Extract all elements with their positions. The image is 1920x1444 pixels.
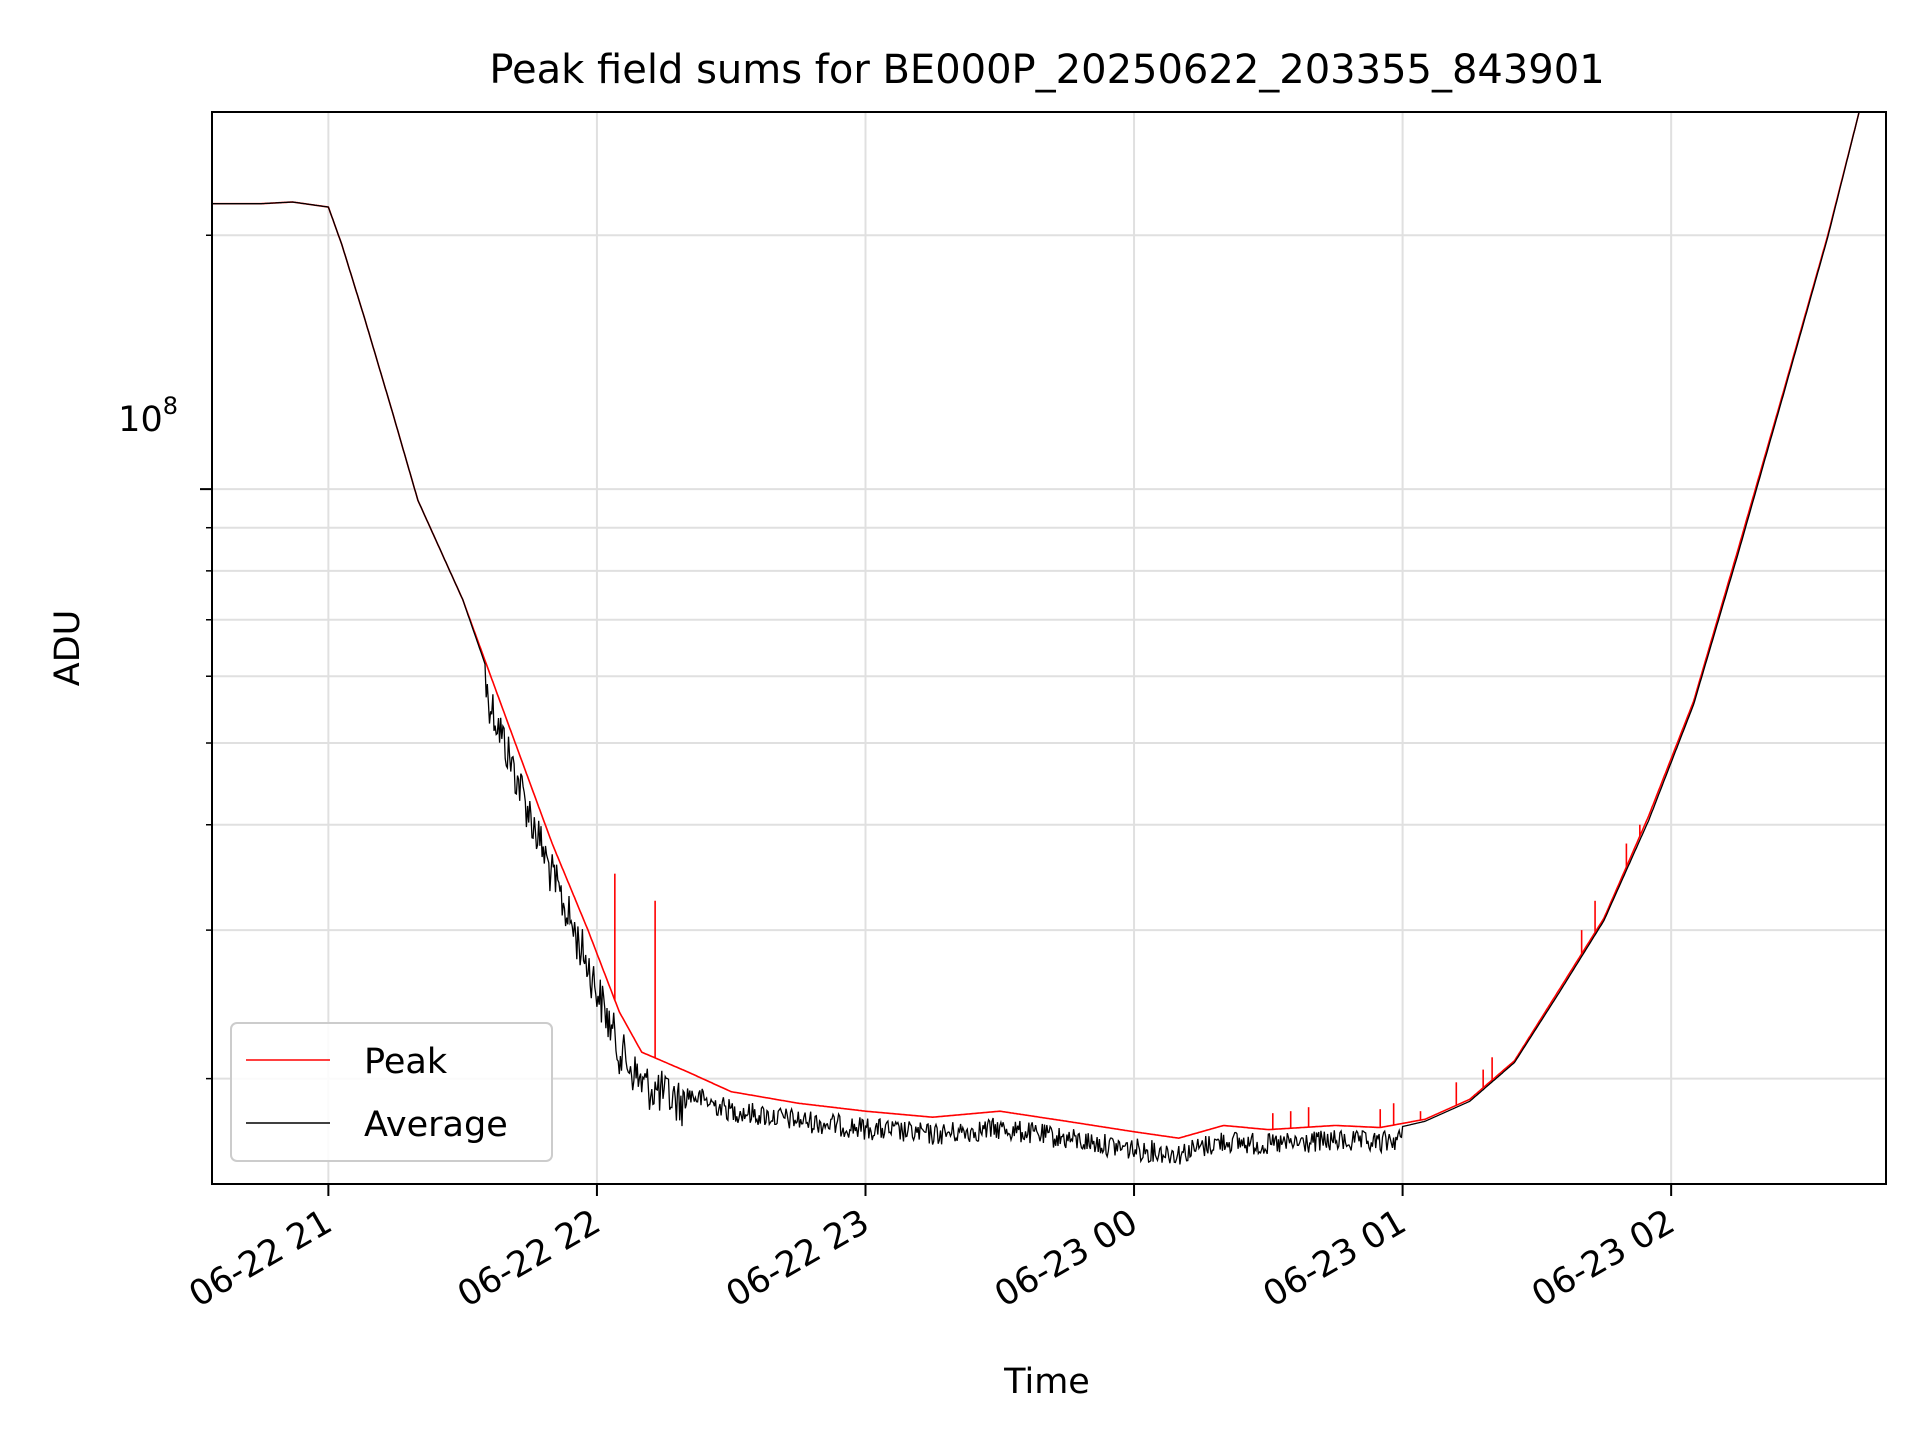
legend-label-peak: Peak [364,1042,448,1082]
y-tick-exponent: 8 [163,392,178,420]
chart-title: Peak field sums for BE000P_20250622_2033… [489,47,1604,93]
y-axis-label: ADU [48,610,88,687]
series-layer [212,112,1860,1165]
y-tick-label: 108 [118,392,178,440]
x-axis-label: Time [1003,1362,1090,1402]
svg-text:108: 108 [118,392,178,440]
grid [212,112,1886,1184]
series-line-peak [212,112,1860,1140]
legend: Peak Average [230,1022,553,1162]
plot-frame [211,111,1887,1185]
y-tick-base: 10 [118,400,163,440]
legend-box [230,1022,553,1162]
series-line-average [212,112,1860,1165]
legend-label-average: Average [364,1105,508,1145]
